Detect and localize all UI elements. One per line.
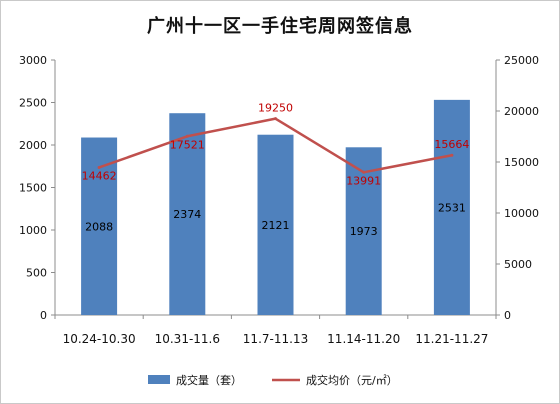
right-tick-label: 25000 (504, 54, 539, 67)
legend-bar-swatch (148, 375, 170, 384)
right-tick-label: 0 (504, 309, 511, 322)
left-tick-label: 0 (40, 309, 47, 322)
bar-data-label: 2121 (262, 219, 290, 232)
left-tick-label: 500 (26, 267, 47, 280)
bar (169, 113, 206, 316)
bar-data-label: 2531 (438, 201, 466, 214)
price-point (450, 153, 454, 157)
line-group (97, 117, 454, 174)
price-point (362, 170, 366, 174)
x-tick-label: 11.7-11.13 (243, 332, 308, 346)
price-point (97, 165, 101, 169)
labels-group: 2088 2374 2121 1973 2531 14462 17521 19250 13991… (82, 102, 470, 238)
line-data-label: 13991 (346, 174, 381, 187)
bar-data-label: 2088 (85, 220, 113, 233)
legend-line-label: 成交均价（元/㎡） (306, 373, 398, 387)
left-tick-label: 3000 (19, 54, 47, 67)
left-tick-label: 1500 (19, 182, 47, 195)
right-tick-label: 20000 (504, 105, 539, 118)
x-tick-label: 11.14-11.20 (327, 332, 400, 346)
x-tick-label: 10.24-10.30 (63, 332, 136, 346)
price-point (274, 117, 277, 121)
bar (433, 99, 470, 316)
line-data-label: 15664 (434, 138, 469, 151)
right-tick-label: 15000 (504, 156, 539, 169)
bar-data-label: 2374 (173, 208, 201, 221)
left-tick-label: 2500 (19, 97, 47, 110)
right-tick-label: 10000 (504, 207, 539, 220)
legend: 成交量（套） 成交均价（元/㎡） (148, 373, 398, 387)
line-data-label: 19250 (258, 102, 293, 115)
line-data-label: 14462 (82, 169, 117, 182)
bar-data-label: 1973 (350, 225, 378, 238)
left-tick-label: 1000 (19, 224, 47, 237)
bar (345, 147, 382, 315)
price-point (185, 134, 189, 138)
x-tick-label: 11.21-11.27 (415, 332, 488, 346)
bar (257, 134, 294, 315)
axes-group: 0 500 1000 1500 2000 2500 3000 0 5000 10000 15000 2… (19, 54, 539, 346)
left-tick-label: 2000 (19, 139, 47, 152)
line-data-label: 17521 (170, 138, 205, 151)
right-tick-label: 5000 (504, 258, 532, 271)
chart-title: 广州十一区一手住宅周网签信息 (147, 16, 413, 37)
bars-group (81, 99, 470, 316)
x-tick-label: 10.31-11.6 (155, 332, 220, 346)
legend-bar-label: 成交量（套） (176, 373, 242, 387)
